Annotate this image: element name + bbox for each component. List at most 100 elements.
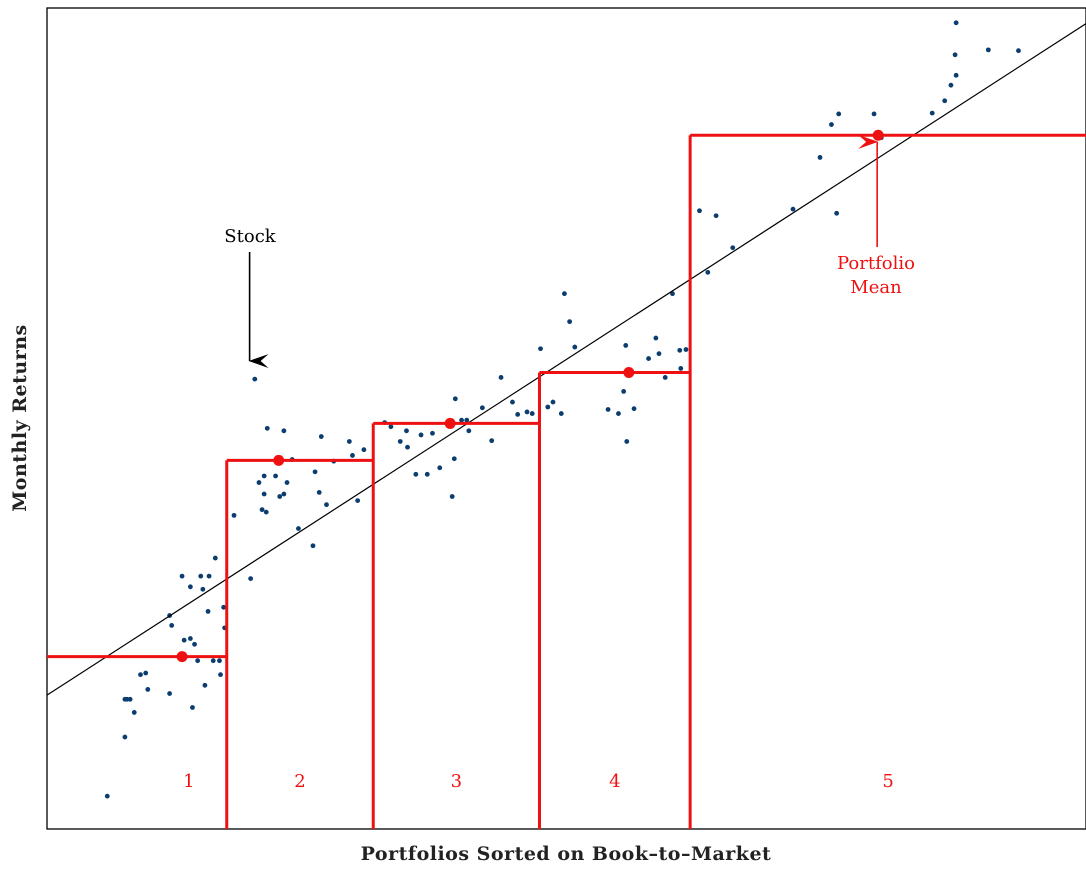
stock-point [138, 672, 143, 678]
stock-point [929, 110, 935, 116]
stock-point [252, 376, 258, 382]
stock-point [558, 411, 564, 416]
stock-point [264, 425, 270, 431]
stock-point [529, 411, 535, 416]
stock-point [451, 456, 457, 462]
plot-frame [46, 7, 1086, 830]
stock-point [143, 670, 149, 676]
stock-point [1016, 48, 1021, 54]
stock-point [942, 98, 948, 104]
stock-point [985, 47, 991, 53]
stock-point [605, 407, 611, 412]
stock-point [871, 111, 877, 117]
stock-point [310, 543, 316, 549]
stock-point [127, 696, 133, 702]
portfolio-mean-label-line2: Mean [850, 277, 902, 298]
stock-point [195, 658, 201, 664]
stock-points [104, 20, 1021, 799]
portfolio-4-mean-marker [623, 367, 635, 379]
x-axis-title: Portfolios Sorted on Book–to–Market [361, 843, 772, 865]
stock-point [449, 494, 455, 499]
stock-point [145, 687, 151, 692]
stock-point [452, 396, 458, 402]
stock-point [624, 439, 630, 444]
stock-point [210, 658, 216, 664]
stock-point [413, 471, 419, 477]
stock-point [459, 417, 464, 423]
portfolio-4-label: 4 [609, 771, 620, 792]
stock-point [616, 411, 621, 416]
y-axis-title: Monthly Returns [9, 324, 31, 511]
stock-point [397, 439, 403, 444]
stock-point [653, 335, 659, 341]
stock-point [192, 641, 197, 647]
stock-point [355, 498, 361, 503]
stock-point [953, 72, 959, 78]
stock-point [424, 471, 430, 477]
stock-point [318, 434, 324, 439]
stock-point [524, 409, 530, 415]
stock-point [464, 417, 470, 423]
stock-point [202, 682, 208, 688]
stock-point [498, 375, 504, 380]
stock-point [284, 480, 290, 485]
stock-point [953, 20, 959, 26]
stock-point [217, 658, 222, 664]
stock-point [200, 586, 206, 592]
stock-point [361, 447, 367, 453]
stock-point [430, 430, 435, 436]
portfolio-mean-markers [176, 129, 884, 663]
stock-point [466, 428, 472, 434]
stock-point [350, 453, 355, 458]
stock-annotation-label: Stock [224, 226, 276, 247]
stock-point [122, 734, 128, 740]
stock-point [834, 210, 840, 216]
stock-point [705, 269, 711, 275]
stock-point [256, 480, 262, 485]
stock-point [218, 672, 223, 678]
portfolio-2-mean-marker [273, 454, 285, 466]
portfolio-5-label: 5 [882, 771, 893, 792]
stock-point [169, 622, 175, 628]
stock-point [670, 291, 675, 297]
portfolio-steps [47, 133, 1086, 829]
stock-point [187, 584, 193, 590]
stock-point [261, 491, 267, 497]
stock-point [187, 636, 193, 641]
stock-point [418, 432, 424, 438]
portfolio-labels: 1 2 3 4 5 [183, 771, 894, 792]
stock-point [324, 502, 329, 508]
stock-point [489, 438, 495, 444]
portfolio-3-label: 3 [451, 771, 462, 792]
stock-point [829, 122, 834, 127]
stock-point [281, 428, 287, 434]
stock-point [631, 406, 637, 412]
stock-point [281, 491, 287, 497]
stock-point [479, 405, 485, 411]
stock-point [817, 155, 823, 160]
stock-point [104, 793, 110, 799]
stock-point [181, 637, 187, 643]
portfolio-3-mean-marker [444, 417, 456, 429]
stock-point [683, 347, 689, 352]
stock-point [190, 705, 195, 710]
stock-point [437, 465, 443, 471]
stock-point [545, 404, 551, 410]
stock-point [273, 473, 278, 479]
stock-point [221, 604, 227, 610]
stock-point [790, 206, 796, 212]
stock-point [572, 344, 578, 350]
stock-point [677, 347, 683, 353]
stock-point [836, 111, 842, 117]
stock-point [510, 399, 515, 405]
stock-point [948, 82, 954, 88]
stock-point [248, 576, 254, 581]
stock-point [678, 366, 684, 371]
stock-point [277, 494, 283, 499]
regression-fit-line [46, 23, 1086, 696]
stock-point [198, 573, 204, 579]
stock-point [205, 609, 211, 614]
portfolio-1-mean-marker [176, 651, 188, 663]
stock-point [623, 343, 629, 348]
